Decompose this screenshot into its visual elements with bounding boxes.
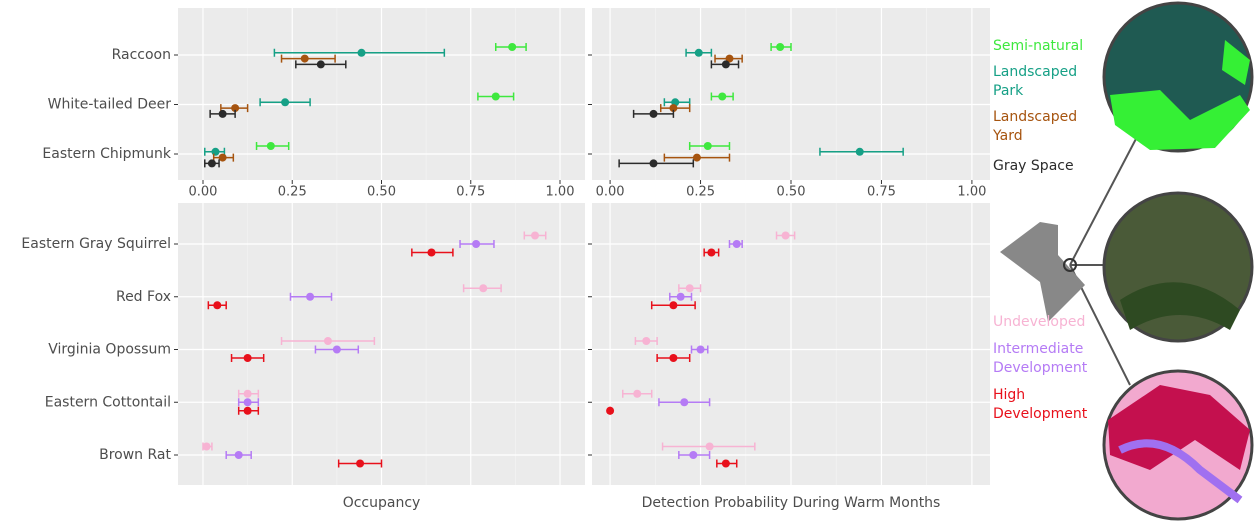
point	[782, 232, 790, 240]
point	[669, 354, 677, 362]
x-tick-label: 1.00	[546, 185, 575, 200]
y-tick-label: Raccoon	[112, 47, 171, 63]
point	[686, 284, 694, 292]
point	[776, 43, 784, 51]
point	[219, 154, 227, 162]
point	[707, 249, 715, 257]
y-tick-label: Virginia Opossum	[48, 342, 171, 358]
point	[244, 407, 252, 415]
x-tick-label: 0.50	[777, 185, 806, 200]
x-tick-label: 0.00	[596, 185, 625, 200]
point	[213, 301, 221, 309]
point	[479, 284, 487, 292]
point	[718, 93, 726, 101]
point	[219, 110, 227, 118]
y-tick-label: Brown Rat	[99, 447, 171, 463]
point	[650, 110, 658, 118]
y-tick-label: Red Fox	[116, 289, 171, 305]
point	[669, 301, 677, 309]
point	[706, 443, 714, 451]
point	[203, 443, 211, 451]
point	[733, 240, 741, 248]
x-axis-title: Detection Probability During Warm Months	[642, 495, 941, 511]
x-tick-label: 0.50	[367, 185, 396, 200]
y-tick-label: White-tailed Deer	[48, 97, 172, 113]
point	[244, 398, 252, 406]
x-tick-label: 0.25	[686, 185, 715, 200]
point	[606, 407, 614, 415]
point	[211, 148, 219, 156]
point	[472, 240, 480, 248]
point	[704, 142, 712, 150]
point	[508, 43, 516, 51]
point	[244, 354, 252, 362]
legend-entry: Semi-natural	[993, 37, 1091, 56]
point	[427, 249, 435, 257]
point	[856, 148, 864, 156]
point	[244, 390, 252, 398]
point	[642, 337, 650, 345]
point	[680, 398, 688, 406]
point	[693, 154, 701, 162]
point	[356, 460, 364, 468]
x-tick-label: 0.25	[278, 185, 307, 200]
point	[317, 60, 325, 68]
legend-entry: Gray Space	[993, 157, 1091, 176]
point	[689, 451, 697, 459]
point	[324, 337, 332, 345]
legend-entry: Landscaped Park	[993, 63, 1091, 101]
page: 0.00 0.25 0.50 0.75 1.00 Raccoon White-tailed …	[0, 0, 1258, 521]
x-tick-label: 1.00	[957, 185, 986, 200]
point	[333, 346, 341, 354]
legend-entry: Intermediate Development	[993, 340, 1091, 378]
y-tick-label: Eastern Chipmunk	[42, 146, 171, 162]
point	[235, 451, 243, 459]
legend-entry: High Development	[993, 386, 1091, 424]
y-tick-label: Eastern Gray Squirrel	[21, 236, 171, 252]
x-axis-title: Occupancy	[343, 495, 421, 511]
point	[722, 460, 730, 468]
x-tick-label: 0.75	[867, 185, 896, 200]
legend-entry: Undeveloped	[993, 313, 1091, 332]
y-tick-label: Eastern Cottontail	[45, 394, 171, 410]
point	[492, 93, 500, 101]
point	[722, 60, 730, 68]
point	[695, 49, 703, 57]
point	[301, 55, 309, 63]
point	[358, 49, 366, 57]
legend-entry: Landscaped Yard	[993, 108, 1091, 146]
point	[267, 142, 275, 150]
point	[281, 98, 289, 106]
point	[208, 159, 216, 167]
x-tick-label: 0.00	[189, 185, 218, 200]
point	[633, 390, 641, 398]
point	[677, 293, 685, 301]
point	[531, 232, 539, 240]
x-tick-label: 0.75	[456, 185, 485, 200]
point	[697, 346, 705, 354]
point	[306, 293, 314, 301]
point	[650, 159, 658, 167]
